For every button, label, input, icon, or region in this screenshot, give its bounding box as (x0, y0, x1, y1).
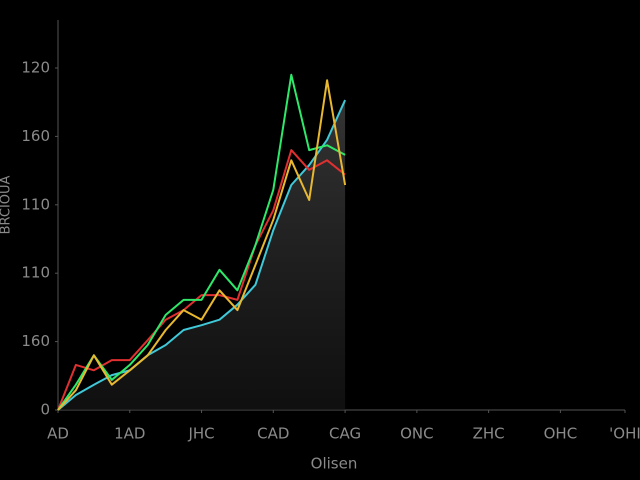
x-tick-label: 'OHI (609, 425, 640, 443)
x-tick-label: AD (47, 425, 69, 443)
x-axis-label: Olisen (311, 455, 358, 473)
x-tick-label: OHC (544, 425, 578, 443)
x-tick-label: CAD (257, 425, 289, 443)
x-tick-label: CAG (329, 425, 361, 443)
y-tick-label: 160 (21, 127, 50, 145)
y-tick-label: 160 (21, 332, 50, 350)
x-tick-label: ZHC (473, 425, 505, 443)
area (58, 100, 346, 410)
y-tick-label: 110 (21, 195, 50, 213)
line-cyan (57, 99, 347, 411)
y-tick-label: 120 (21, 59, 50, 77)
line-yellow (57, 79, 347, 411)
y-tick-label: 0 (40, 401, 50, 419)
y-axis-label: BRCIOUA (0, 175, 14, 234)
line-red (57, 149, 346, 411)
x-tick-label: ONC (400, 425, 434, 443)
x-tick-label: JHC (187, 425, 214, 443)
x-tick-label: 1AD (114, 425, 145, 443)
line-green (57, 73, 346, 411)
y-tick-label: 110 (21, 264, 50, 282)
